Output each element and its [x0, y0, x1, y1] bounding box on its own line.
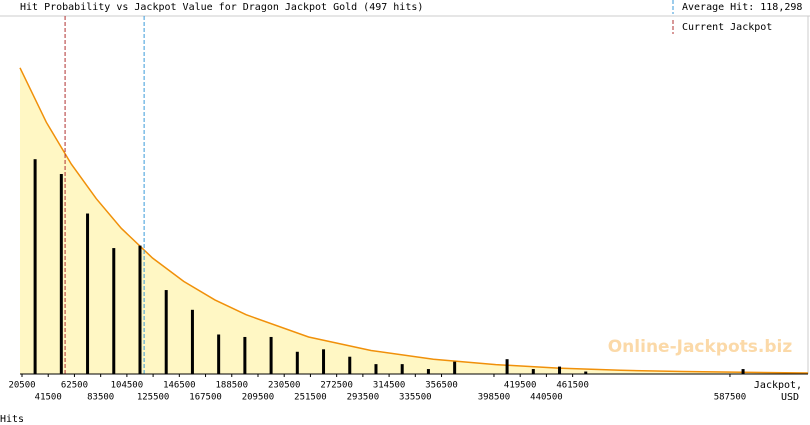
- x-tick-label: 398500: [478, 393, 511, 403]
- bar: [138, 245, 142, 374]
- bar: [269, 336, 273, 374]
- x-tick-label: 20500: [8, 381, 35, 391]
- bar: [348, 356, 352, 374]
- x-tick-label: 461500: [556, 381, 589, 391]
- fit-curve: [19, 67, 809, 374]
- x-tick-label: 272500: [320, 381, 353, 391]
- x-tick-label: 587500: [714, 393, 747, 403]
- x-tick-label: 293500: [347, 393, 380, 403]
- x-tick-label: 251500: [294, 393, 327, 403]
- x-tick-label: 419500: [504, 381, 537, 391]
- x-axis-label: Jackpot,: [754, 380, 802, 391]
- x-tick-label: 440500: [530, 393, 563, 403]
- x-tick-label: 314500: [373, 381, 406, 391]
- x-axis-unit: USD: [781, 392, 799, 403]
- fit-area: [20, 67, 808, 375]
- bar: [112, 248, 116, 374]
- bar: [531, 369, 535, 374]
- bar: [400, 364, 404, 374]
- bar: [453, 361, 457, 374]
- chart-title: Hit Probability vs Jackpot Value for Dra…: [20, 2, 423, 13]
- x-tick-label: 62500: [61, 381, 88, 391]
- x-tick-label: 230500: [268, 381, 301, 391]
- bar: [426, 369, 430, 374]
- bar: [374, 364, 378, 374]
- x-tick-label: 356500: [425, 381, 458, 391]
- bar: [190, 309, 194, 374]
- x-tick-label: 209500: [242, 393, 275, 403]
- bar: [295, 351, 299, 374]
- bar: [217, 334, 221, 374]
- bar: [584, 371, 588, 374]
- x-tick-label: 188500: [216, 381, 249, 391]
- hits-label: Hits: [0, 414, 24, 425]
- x-tick-label: 146500: [163, 381, 196, 391]
- bar: [243, 336, 247, 374]
- bar: [558, 366, 562, 374]
- bar: [322, 349, 326, 374]
- x-tick-label: 167500: [189, 393, 222, 403]
- bar: [33, 159, 37, 374]
- x-tick-label: 125500: [137, 393, 170, 403]
- bar: [741, 369, 745, 374]
- legend-label: Current Jackpot: [682, 22, 772, 33]
- legend-label: Average Hit: 118,298: [682, 2, 802, 13]
- bar: [86, 213, 90, 374]
- bar: [164, 290, 168, 374]
- x-tick-label: 41500: [35, 393, 62, 403]
- watermark: Online-Jackpots.biz: [608, 337, 793, 357]
- x-tick-label: 104500: [111, 381, 144, 391]
- x-tick-label: 335500: [399, 393, 432, 403]
- x-tick-label: 83500: [87, 393, 114, 403]
- bar: [59, 174, 63, 374]
- bar: [505, 359, 509, 374]
